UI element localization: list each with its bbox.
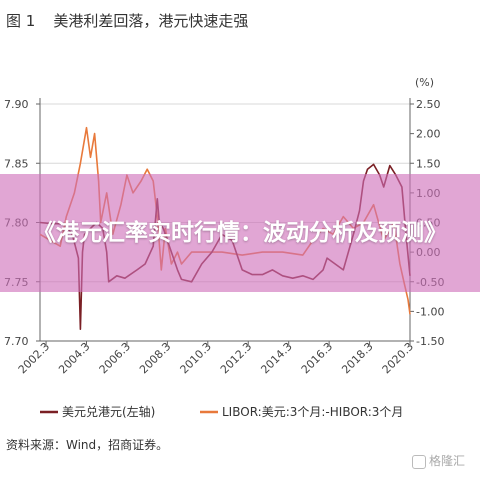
x-tick-label-7: 2016.3	[299, 340, 335, 376]
left-tick-label-0: 7.70	[4, 335, 29, 348]
watermark-logo: 格隆汇	[412, 452, 465, 469]
right-tick-label-0: -1.50	[416, 335, 444, 348]
right-tick-label-8: 2.50	[416, 98, 441, 111]
headline-banner: 《港元汇率实时行情：波动分析及预测》	[0, 174, 480, 292]
x-tick-label-8: 2018.3	[339, 340, 375, 376]
right-tick-label-6: 1.50	[416, 157, 441, 170]
figure-number: 图 1	[6, 12, 36, 30]
right-tick-label-7: 2.00	[416, 128, 441, 141]
x-tick-label-3: 2008.3	[137, 340, 173, 376]
x-tick-label-2: 2006.3	[97, 340, 133, 376]
legend: 美元兑港元(左轴) LIBOR:美元:3个月:-HIBOR:3个月	[40, 404, 403, 419]
legend-label-spread: LIBOR:美元:3个月:-HIBOR:3个月	[222, 405, 403, 419]
headline-text: 《港元汇率实时行情：波动分析及预测》	[33, 220, 447, 246]
legend-label-usdhkd: 美元兑港元(左轴)	[62, 404, 155, 419]
figure-title-text: 美港利差回落，港元快速走强	[53, 12, 249, 30]
watermark-text: 格隆汇	[429, 454, 466, 468]
figure-title: 图 1 美港利差回落，港元快速走强	[6, 10, 248, 31]
left-tick-label-3: 7.85	[4, 157, 29, 170]
x-tick-label-9: 2020.3	[380, 340, 416, 376]
right-tick-label-1: -1.00	[416, 305, 444, 318]
source-note: 资料来源：Wind，招商证券。	[6, 438, 169, 452]
x-tick-label-4: 2010.3	[178, 340, 214, 376]
x-tick-label-6: 2014.3	[258, 340, 294, 376]
logo-icon	[412, 454, 426, 469]
right-axis-unit: (%)	[415, 76, 434, 89]
x-tick-label-5: 2012.3	[218, 340, 254, 376]
left-tick-label-4: 7.90	[4, 98, 29, 111]
x-tick-label-1: 2004.3	[56, 340, 92, 376]
